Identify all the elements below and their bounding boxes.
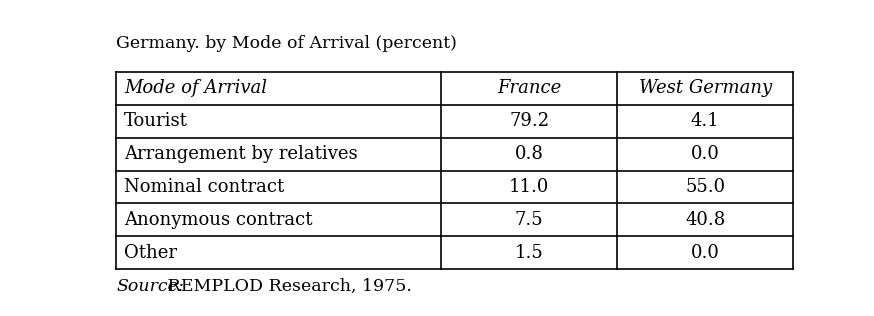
Text: Germany. by Mode of Arrival (percent): Germany. by Mode of Arrival (percent) bbox=[116, 35, 457, 52]
Text: Tourist: Tourist bbox=[124, 112, 188, 130]
Text: 1.5: 1.5 bbox=[515, 244, 544, 262]
Text: Arrangement by relatives: Arrangement by relatives bbox=[124, 145, 357, 163]
Text: West Germany: West Germany bbox=[639, 79, 772, 97]
Text: Mode of Arrival: Mode of Arrival bbox=[124, 79, 267, 97]
Text: 79.2: 79.2 bbox=[510, 112, 549, 130]
Text: 0.0: 0.0 bbox=[690, 145, 720, 163]
Text: 0.8: 0.8 bbox=[515, 145, 544, 163]
Text: 11.0: 11.0 bbox=[509, 178, 550, 196]
Text: 55.0: 55.0 bbox=[685, 178, 725, 196]
Text: France: France bbox=[497, 79, 561, 97]
Text: REMPLOD Research, 1975.: REMPLOD Research, 1975. bbox=[162, 278, 412, 295]
Text: 4.1: 4.1 bbox=[691, 112, 719, 130]
Text: 40.8: 40.8 bbox=[685, 211, 725, 229]
Text: 0.0: 0.0 bbox=[690, 244, 720, 262]
Text: 7.5: 7.5 bbox=[515, 211, 544, 229]
Text: Source:: Source: bbox=[116, 278, 184, 295]
Text: Other: Other bbox=[124, 244, 177, 262]
Text: Nominal contract: Nominal contract bbox=[124, 178, 284, 196]
Text: Anonymous contract: Anonymous contract bbox=[124, 211, 313, 229]
